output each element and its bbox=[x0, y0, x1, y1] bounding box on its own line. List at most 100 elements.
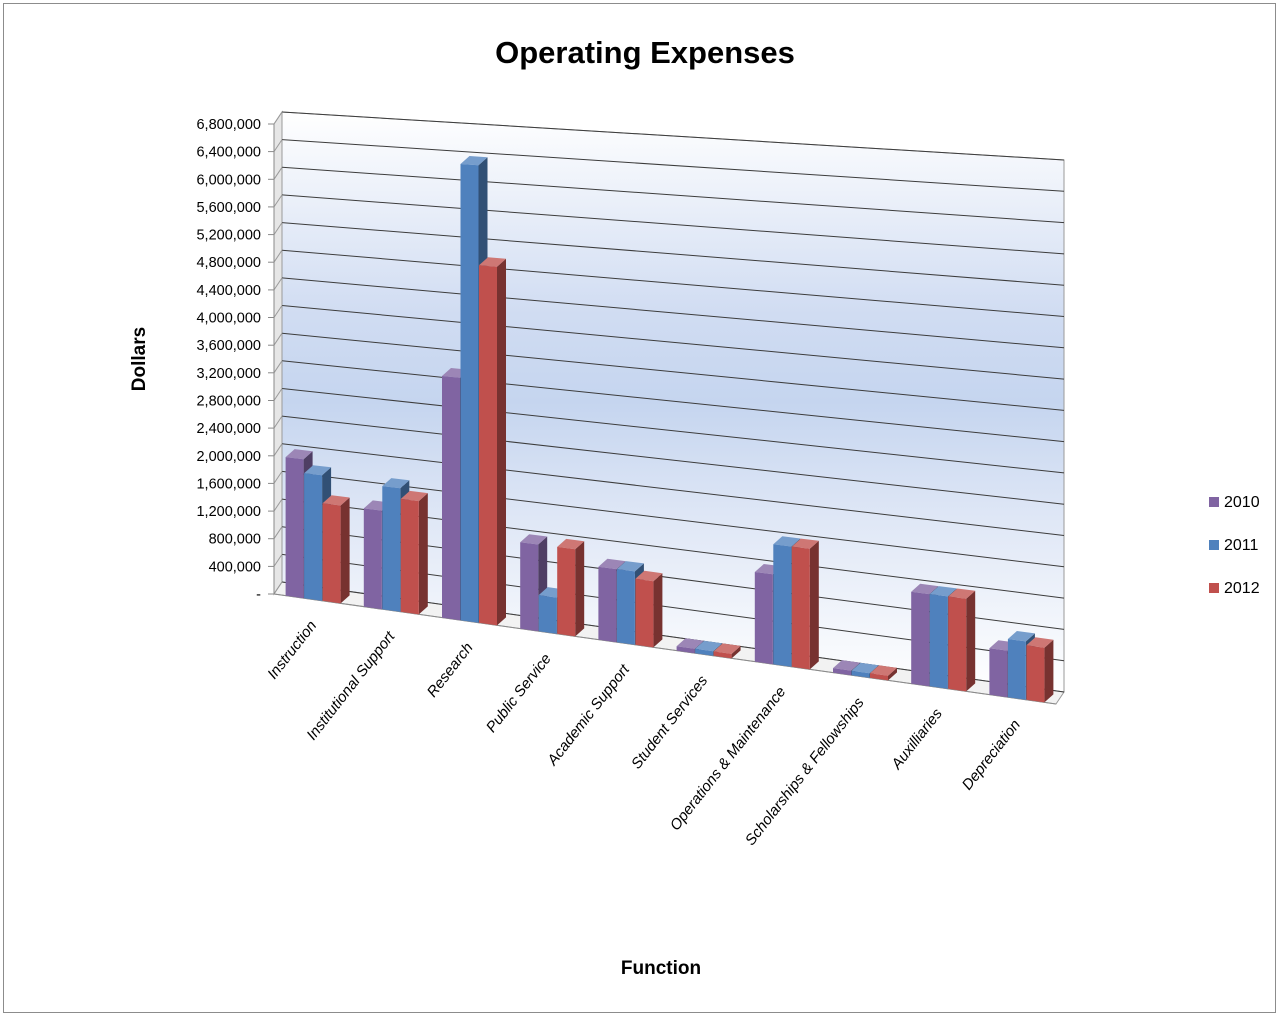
gridline bbox=[281, 443, 1065, 536]
legend-label-2010: 2010 bbox=[1224, 494, 1260, 511]
bar-front-face bbox=[911, 591, 930, 687]
bar-side-face bbox=[575, 541, 585, 637]
bar-2012-8 bbox=[948, 588, 976, 692]
bar-front-face bbox=[285, 457, 304, 599]
x-category-label: Auxilliaries bbox=[888, 705, 946, 773]
y-tick-label: 800,000 bbox=[209, 532, 261, 548]
gridline bbox=[281, 111, 1065, 161]
bar-top-face bbox=[929, 586, 957, 597]
legend-swatch-2010 bbox=[1209, 497, 1219, 507]
y-tick-label: 6,000,000 bbox=[196, 172, 261, 188]
bar-2012-4 bbox=[635, 570, 663, 648]
bar-2012-9 bbox=[1026, 637, 1054, 703]
chart-title: Operating Expenses bbox=[495, 35, 795, 70]
x-category-label: Public Service bbox=[483, 650, 555, 735]
side-wall bbox=[273, 110, 283, 596]
bar-top-face bbox=[557, 538, 585, 550]
side-gridline bbox=[273, 415, 283, 429]
bar-top-face bbox=[285, 449, 313, 460]
y-tick-label: 6,400,000 bbox=[196, 145, 261, 161]
x-category-label: Depreciation bbox=[959, 716, 1024, 793]
gridline bbox=[281, 388, 1065, 474]
x-category-label: Instruction bbox=[264, 617, 320, 682]
bars bbox=[285, 156, 1054, 703]
gridline bbox=[281, 332, 1065, 411]
y-axis-ticks: - 400,000 800,000 1,200,000 1,600,000 2,000,0… bbox=[196, 117, 274, 603]
bar-side-face bbox=[966, 590, 976, 692]
gridline bbox=[281, 166, 1065, 224]
bar-side-face bbox=[340, 497, 350, 604]
bar-front-face bbox=[460, 164, 479, 623]
gridline bbox=[281, 277, 1065, 349]
bar-top-face bbox=[304, 465, 332, 476]
bar-top-face bbox=[1007, 631, 1035, 642]
bar-front-face bbox=[538, 595, 557, 634]
bar-top-face bbox=[460, 156, 488, 166]
bar-side-face bbox=[888, 667, 897, 681]
y-tick-label: - bbox=[256, 587, 261, 603]
legend-swatch-2012 bbox=[1209, 583, 1219, 593]
x-category-label: Research bbox=[424, 639, 477, 700]
y-tick-label: 400,000 bbox=[209, 559, 261, 575]
y-tick-label: 4,400,000 bbox=[196, 283, 261, 299]
bar-top-face bbox=[695, 640, 723, 652]
bar-front-face bbox=[520, 542, 539, 632]
y-tick-label: 2,000,000 bbox=[196, 449, 261, 465]
bar-top-face bbox=[616, 561, 644, 572]
bar-side-face bbox=[809, 540, 819, 670]
x-category-label: Student Services bbox=[628, 672, 712, 772]
bar-top-face bbox=[911, 583, 939, 595]
side-gridline bbox=[273, 581, 283, 595]
gridline bbox=[281, 360, 1065, 443]
y-tick-label: 1,200,000 bbox=[196, 504, 261, 520]
bar-top-face bbox=[870, 665, 897, 676]
bar-top-face bbox=[400, 490, 428, 502]
bar-front-face bbox=[382, 486, 401, 612]
legend: 2010 2011 2012 bbox=[1209, 494, 1260, 597]
bar-front-face bbox=[322, 503, 341, 604]
bar-front-face bbox=[713, 651, 732, 659]
side-gridline bbox=[273, 167, 283, 180]
y-axis-title: Dollars bbox=[129, 327, 150, 391]
gridline bbox=[281, 139, 1065, 192]
bar-top-face bbox=[598, 558, 626, 570]
bar-2012-3 bbox=[557, 538, 585, 637]
bar-front-face bbox=[948, 596, 967, 692]
bar-side-face bbox=[418, 493, 428, 615]
side-gridline bbox=[273, 332, 283, 346]
operating-expenses-chart: Operating Expenses Dollars Function - 400… bbox=[129, 35, 1260, 979]
bar-top-face bbox=[791, 538, 819, 549]
bar-front-face bbox=[363, 508, 382, 610]
side-gridline bbox=[273, 194, 283, 208]
gridline bbox=[281, 249, 1065, 317]
bar-top-face bbox=[833, 660, 860, 671]
bar-top-face bbox=[382, 478, 410, 489]
bar-top-face bbox=[520, 534, 548, 545]
bar-front-face bbox=[773, 544, 792, 667]
y-tick-label: 4,000,000 bbox=[196, 311, 261, 327]
gridline bbox=[281, 194, 1065, 255]
side-gridline bbox=[273, 471, 283, 484]
bar-front-face bbox=[598, 566, 617, 643]
x-category-label: Academic Support bbox=[544, 661, 634, 769]
side-gridline bbox=[273, 554, 283, 567]
side-gridline bbox=[273, 526, 283, 539]
bar-front-face bbox=[1007, 639, 1026, 700]
side-gridline bbox=[273, 111, 283, 125]
side-gridline bbox=[273, 139, 283, 152]
y-tick-label: 2,400,000 bbox=[196, 421, 261, 437]
bar-front-face bbox=[557, 546, 576, 637]
bar-top-face bbox=[713, 643, 741, 654]
side-gridline bbox=[273, 360, 283, 374]
y-tick-label: 6,800,000 bbox=[196, 117, 261, 133]
side-gridline bbox=[273, 222, 283, 235]
bar-front-face bbox=[695, 648, 714, 656]
bar-top-face bbox=[851, 662, 879, 674]
side-gridline bbox=[273, 443, 283, 457]
y-tick-label: 5,200,000 bbox=[196, 228, 261, 244]
y-tick-label: 2,800,000 bbox=[196, 394, 261, 410]
bar-2012-7 bbox=[870, 665, 897, 681]
legend-label-2011: 2011 bbox=[1224, 537, 1259, 554]
bar-front-face bbox=[400, 498, 419, 615]
bar-front-face bbox=[754, 572, 773, 665]
